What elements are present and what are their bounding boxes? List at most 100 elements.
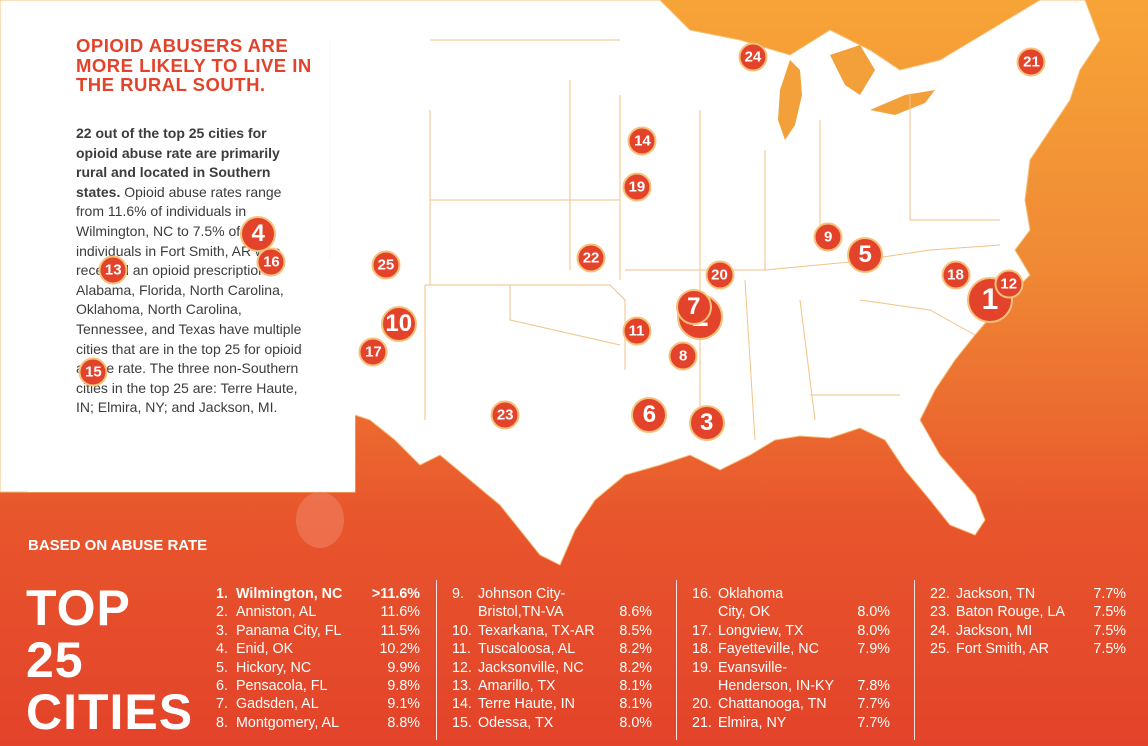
city-marker: 11 (622, 316, 652, 346)
city-name: Jackson, MI (956, 622, 1033, 639)
city-name: Oklahoma (718, 586, 784, 602)
city-marker: 16 (256, 247, 286, 277)
ranking-row: 1. Wilmington, NC >11.6% (216, 585, 420, 603)
city-name: Amarillo, TX (478, 677, 556, 694)
rank-number (692, 677, 718, 695)
rank-number: 16. (692, 586, 712, 602)
city-name: Bristol,TN-VA (478, 604, 564, 621)
rank-number: 20. (692, 696, 712, 713)
ranking-row: 4. Enid, OK 10.2% (216, 640, 420, 658)
abuse-rate: 8.0% (857, 622, 890, 639)
ranking-row: 14. Terre Haute, IN 8.1% (452, 695, 652, 713)
abuse-rate: >11.6% (371, 586, 420, 602)
ranking-row: Bristol,TN-VA 8.6% (452, 603, 652, 621)
abuse-rate: 8.1% (619, 677, 652, 694)
city-name: Panama City, FL (236, 622, 342, 639)
city-marker: 17 (358, 337, 388, 367)
ranking-row: 19. Evansville- (692, 659, 890, 677)
ranking-row: Henderson, IN-KY 7.8% (692, 677, 890, 695)
city-name: Wilmington, NC (236, 586, 343, 602)
text-panel (28, 18, 355, 492)
ranking-row: 16. Oklahoma (692, 585, 890, 603)
hawaii-island (296, 492, 344, 548)
ranking-row: City, OK 8.0% (692, 603, 890, 621)
city-name: Longview, TX (718, 622, 804, 639)
city-marker: 1 (967, 277, 1013, 323)
rank-number: 1. (216, 586, 228, 602)
ranking-row: 21. Elmira, NY 7.7% (692, 714, 890, 732)
city-name: Baton Rouge, LA (956, 604, 1065, 621)
rank-number: 8. (216, 714, 228, 731)
rank-number: 7. (216, 696, 228, 713)
ranking-row: 17. Longview, TX 8.0% (692, 622, 890, 640)
ranking-row: 12. Jacksonville, NC 8.2% (452, 659, 652, 677)
body-rest: Opioid abuse rates range from 11.6% of i… (76, 183, 302, 416)
city-marker: 14 (627, 126, 657, 156)
rank-number: 18. (692, 641, 712, 658)
rank-number: 17. (692, 622, 712, 639)
abuse-rate: 7.5% (1093, 641, 1126, 658)
rank-number (452, 603, 478, 621)
city-name: City, OK (718, 604, 771, 621)
city-name: Fayetteville, NC (718, 641, 819, 658)
abuse-rate: 7.7% (1093, 586, 1126, 602)
ranking-row: 15. Odessa, TX 8.0% (452, 714, 652, 732)
city-marker: 9 (813, 222, 843, 252)
city-name: Chattanooga, TN (718, 696, 827, 713)
ranking-row: 8. Montgomery, AL 8.8% (216, 714, 420, 732)
city-marker: 23 (490, 400, 520, 430)
city-marker: 21 (1016, 47, 1046, 77)
abuse-rate: 8.5% (619, 622, 652, 639)
city-name: Johnson City- (478, 586, 566, 602)
city-name: Evansville- (718, 659, 788, 676)
rank-number (692, 603, 718, 621)
rank-number: 23. (930, 604, 950, 621)
abuse-rate: 11.5% (380, 622, 420, 639)
ranking-row: 22. Jackson, TN 7.7% (930, 585, 1126, 603)
rank-number: 5. (216, 659, 228, 676)
abuse-rate: 8.6% (619, 604, 652, 621)
city-marker: 22 (576, 243, 606, 273)
subtitle: BASED ON ABUSE RATE (28, 537, 208, 554)
city-marker: 15 (78, 357, 108, 387)
city-name: Texarkana, TX-AR (478, 622, 595, 639)
body-text: 22 out of the top 25 cities for opioid a… (76, 124, 308, 418)
city-marker: 8 (668, 341, 698, 371)
city-name: Montgomery, AL (236, 714, 340, 731)
lake-michigan (778, 60, 802, 140)
rank-number: 21. (692, 714, 712, 731)
rank-number: 2. (216, 604, 228, 621)
city-name: Gadsden, AL (236, 696, 319, 713)
ranking-row: 18. Fayetteville, NC 7.9% (692, 640, 890, 658)
ranking-column: 22. Jackson, TN 7.7% 23. Baton Rouge, LA 7.5%… (930, 585, 1126, 659)
city-name: Fort Smith, AR (956, 641, 1049, 658)
rank-number: 22. (930, 586, 950, 602)
city-name: Tuscaloosa, AL (478, 641, 576, 658)
big-title-line: TOP (26, 580, 131, 636)
city-marker: 19 (622, 172, 652, 202)
city-marker: 10 (380, 306, 417, 343)
city-marker: 3 (688, 405, 725, 442)
ranking-column: 1. Wilmington, NC >11.6% 2. Anniston, AL 11.6… (216, 585, 420, 732)
city-marker: 13 (98, 255, 128, 285)
ranking-row: 13. Amarillo, TX 8.1% (452, 677, 652, 695)
abuse-rate: 8.2% (619, 641, 652, 658)
rank-number: 13. (452, 677, 472, 694)
ranking-row: 20. Chattanooga, TN 7.7% (692, 695, 890, 713)
big-title-line: CITIES (26, 684, 194, 740)
column-divider (436, 580, 437, 740)
city-marker: 7 (675, 288, 712, 325)
city-name: Hickory, NC (236, 659, 312, 676)
ranking-row: 24. Jackson, MI 7.5% (930, 622, 1126, 640)
abuse-rate: 9.9% (387, 659, 420, 676)
abuse-rate: 11.6% (380, 604, 420, 621)
abuse-rate: 7.9% (857, 641, 890, 658)
ranking-row: 7. Gadsden, AL 9.1% (216, 695, 420, 713)
abuse-rate: 7.5% (1093, 604, 1126, 621)
city-marker: 20 (705, 260, 735, 290)
city-marker: 18 (941, 260, 970, 290)
city-name: Jacksonville, NC (478, 659, 584, 676)
big-title-line: 25 (26, 632, 84, 688)
column-divider (914, 580, 915, 740)
abuse-rate: 7.8% (857, 677, 890, 694)
